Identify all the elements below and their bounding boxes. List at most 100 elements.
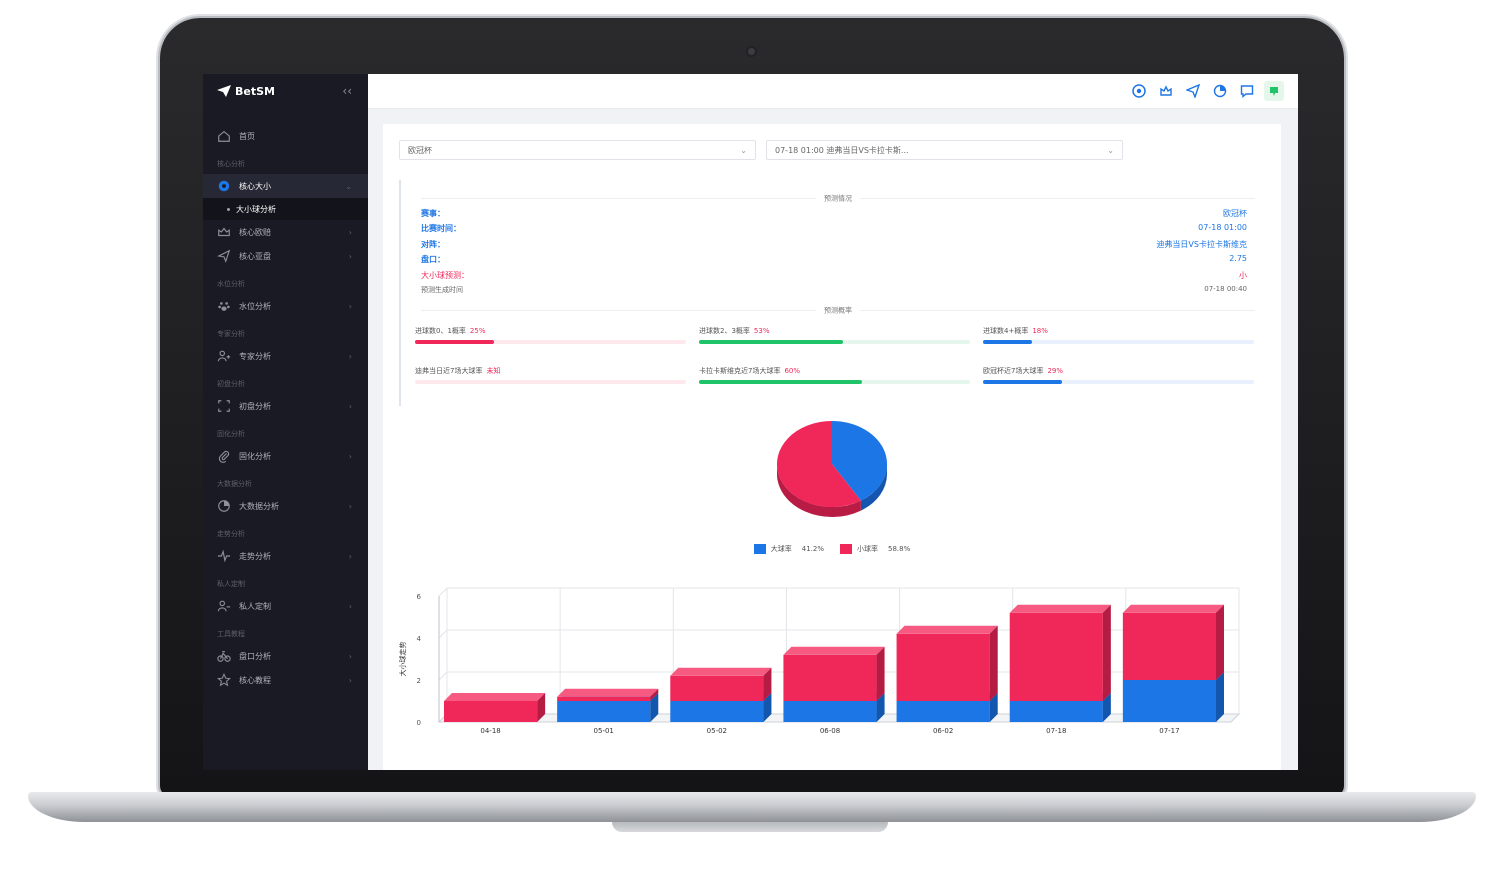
league-select[interactable]: 欧冠杯 ⌄ [399,140,756,160]
chevron-down-icon: ⌄ [1107,146,1114,155]
legend-item[interactable]: 小球率 58.8% [840,544,910,554]
bar[interactable] [783,646,885,701]
bar[interactable] [670,667,772,701]
bar[interactable] [557,688,659,701]
sidebar-item[interactable]: 水位分析 › [203,294,368,318]
chevron-right-icon: › [348,551,352,561]
probability-section-divider: 预测概率 [421,305,1255,316]
x-tick-label: 05-01 [594,727,614,735]
sidebar-item-label: 盘口分析 [239,651,271,661]
prediction-value: 07-18 01:00 [1198,223,1247,233]
analysis-card: 欧冠杯 ⌄ 07-18 01:00 迪弗当日VS卡拉卡斯... ⌄ 预测情况 赛… [383,124,1281,770]
probability-item: 欧冠杯近7场大球率 29% [983,366,1254,390]
bar-chart: 0 2 4 6 大小球走势 04-18 05-01 05-02 06-08 06-02 07-18 0… [398,587,1241,735]
sidebar-group-title: 工具教程 [217,630,245,638]
main-area: 欧冠杯 ⌄ 07-18 01:00 迪弗当日VS卡拉卡斯... ⌄ 预测情况 赛… [368,74,1298,770]
home-icon [216,128,232,144]
user-group-icon [216,598,232,614]
soccer-ball-icon [216,178,232,194]
legend-label: 小球率 [857,545,878,553]
sidebar-item-label: 走势分析 [239,551,271,561]
sidebar-group-title: 初盘分析 [217,380,245,388]
chevron-right-icon: › [348,251,352,261]
collapse-sidebar-icon[interactable]: ‹‹ [342,84,352,98]
probability-track [699,380,970,384]
chevron-right-icon: › [348,651,352,661]
crown-icon[interactable] [1156,81,1176,101]
probability-label: 进球数4+概率 [983,327,1029,335]
legend-item[interactable]: 大球率 41.2% [753,544,824,554]
sidebar-item[interactable]: 盘口分析 › [203,644,368,668]
sidebar-item-label: 大数据分析 [239,501,279,511]
sidebar-item[interactable]: 私人定制 › [203,594,368,618]
prediction-value: 07-18 00:40 [1204,285,1247,293]
x-tick-label: 06-02 [933,727,953,735]
paper-plane-icon [216,248,232,264]
sidebar-item[interactable]: 核心亚盘 › [203,244,368,268]
message-icon[interactable] [1237,81,1257,101]
users-icon [216,348,232,364]
sidebar-item-label: 专家分析 [239,351,271,361]
brand-logo[interactable]: BetSM [203,74,368,108]
pie-slice [832,421,887,501]
paw-icon [216,298,232,314]
top-toolbar [368,74,1298,109]
sidebar-item[interactable]: 首页 [203,124,368,148]
sidebar-group-title: 私人定制 [217,580,245,588]
probability-track [415,380,686,384]
sidebar-item[interactable]: 初盘分析 › [203,394,368,418]
chevron-right-icon: › [348,227,352,237]
pie-chart-icon[interactable] [1210,81,1230,101]
sidebar-item[interactable]: 核心欧赔 › [203,220,368,244]
sidebar-item[interactable]: 核心教程 › [203,668,368,692]
sidebar-item-label: 核心教程 [239,675,271,685]
sidebar-item-label: 水位分析 [239,301,271,311]
soccer-ball-icon[interactable] [1129,81,1149,101]
probability-percent: 18% [1032,327,1048,335]
app-screen: BetSM ‹‹ 首页 核心分析 核心大小 ⌄ 大小球分析 核心欧赔 › 核心亚盘 › 水位分析水… [203,74,1298,770]
prediction-value: 2.75 [1229,254,1247,264]
prediction-section-divider: 预测情况 [421,193,1255,204]
chevron-right-icon: › [348,675,352,685]
wechat-icon[interactable] [1264,81,1284,101]
prediction-key: 盘口： [421,255,445,265]
sidebar-item[interactable]: 走势分析 › [203,544,368,568]
prediction-row: 对阵： 迪弗当日VS卡拉卡斯维克 [421,239,1247,253]
chevron-right-icon: › [348,401,352,411]
probability-percent: 25% [469,327,486,335]
sidebar-item-label: 首页 [239,131,255,141]
bar[interactable] [1009,604,1111,701]
probability-label: 进球数2、3概率 [699,327,750,335]
sidebar-item[interactable]: 专家分析 › [203,344,368,368]
prediction-key: 赛事： [421,209,445,218]
sidebar-item-label: 初盘分析 [239,401,271,411]
pie-icon [216,498,232,514]
sidebar-item[interactable]: 大数据分析 › [203,494,368,518]
chevron-down-icon: ⌄ [740,146,747,155]
pie-slice-side [777,464,861,517]
probability-percent: 未知 [486,367,501,375]
prediction-row: 比赛时间： 07-18 01:00 [421,223,1247,237]
chevron-right-icon: › [348,501,352,511]
bar[interactable] [896,625,998,701]
prediction-section-title: 预测情况 [816,193,860,204]
probability-track [699,340,970,344]
paper-plane-icon[interactable] [1183,81,1203,101]
sidebar-group-title: 水位分析 [217,280,245,288]
probability-label: 卡拉卡斯维克近7场大球率 [699,367,781,375]
probability-item: 进球数2、3概率 53% [699,326,970,350]
chevron-right-icon: › [348,351,352,361]
legend-swatch [753,544,766,554]
laptop-notch [612,822,888,832]
probability-item: 进球数0、1概率 25% [415,326,686,350]
bar[interactable] [1122,604,1224,680]
crown-icon [216,224,232,240]
prediction-key: 对阵： [421,239,445,249]
probability-item: 卡拉卡斯维克近7场大球率 60% [699,366,970,390]
sidebar-item[interactable]: 核心大小 ⌄ [203,174,368,198]
match-select[interactable]: 07-18 01:00 迪弗当日VS卡拉卡斯... ⌄ [766,140,1123,160]
sidebar-subitem[interactable]: 大小球分析 [203,198,368,220]
bar[interactable] [444,693,546,722]
probability-fill [699,340,843,344]
sidebar-item[interactable]: 固化分析 › [203,444,368,468]
